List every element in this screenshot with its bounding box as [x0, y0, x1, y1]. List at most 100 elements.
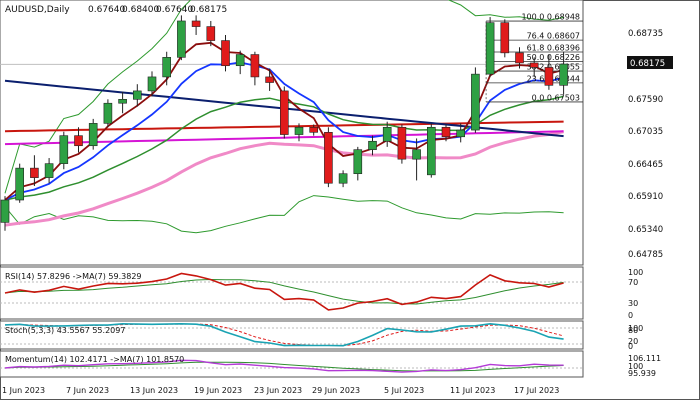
candle-body — [59, 135, 69, 164]
candle[interactable] — [559, 51, 568, 95]
fib-level-label: 50.0 0.68226 — [527, 53, 580, 62]
candle-body — [368, 140, 377, 150]
candle[interactable] — [544, 54, 554, 90]
candle[interactable] — [74, 127, 83, 153]
candle[interactable] — [471, 67, 480, 133]
rsi-tick-0: 0 — [628, 311, 633, 320]
candle-body — [382, 126, 392, 142]
candle[interactable] — [441, 124, 451, 142]
candle-body — [515, 52, 524, 64]
candle[interactable] — [30, 155, 39, 187]
candle[interactable] — [191, 15, 201, 35]
stoch-tick-0: 0 — [628, 342, 633, 351]
candle[interactable] — [88, 118, 98, 150]
candle-body — [529, 62, 539, 68]
price-tick-6: 0.65340 — [628, 225, 663, 235]
date-tick-1: 7 Jun 2023 — [66, 386, 109, 395]
candle[interactable] — [500, 19, 510, 58]
date-tick-2: 13 Jun 2023 — [130, 386, 178, 395]
ma-blue — [4, 61, 564, 201]
candle[interactable] — [235, 50, 245, 75]
candle[interactable] — [206, 20, 216, 47]
last-price-value: 0.68175 — [630, 59, 665, 69]
candle-body — [471, 73, 480, 131]
candlesticks[interactable] — [0, 15, 568, 231]
fib-level-label: 38.2 0.68055 — [527, 63, 580, 72]
candle-body — [177, 20, 186, 58]
stoch-tick-100: 100 — [628, 324, 643, 333]
candle[interactable] — [250, 51, 260, 86]
candle[interactable] — [485, 17, 495, 77]
price-tick-3: 0.67035 — [628, 127, 663, 137]
last-price-marker — [627, 56, 673, 69]
candle[interactable] — [368, 135, 377, 156]
candle-body — [279, 90, 289, 135]
date-tick-7: 11 Jul 2023 — [450, 386, 495, 395]
candle[interactable] — [133, 84, 142, 107]
price-axis[interactable]: 0.68735 0.67590 0.67035 0.66465 0.65910 … — [627, 29, 673, 260]
candle-body — [441, 126, 451, 138]
candle[interactable] — [294, 123, 304, 142]
stochastic-pane[interactable]: Stoch(5,3,3) 43.5567 55.2097 — [0, 320, 584, 350]
candle[interactable] — [162, 51, 171, 86]
ohlc-low: 0.67640 — [156, 5, 193, 15]
candle[interactable] — [221, 34, 230, 72]
stochastic-label: Stoch(5,3,3) 43.5567 55.2097 — [5, 326, 125, 335]
candle[interactable] — [103, 99, 113, 128]
candle[interactable] — [177, 15, 186, 61]
date-tick-4: 23 Jun 2023 — [254, 386, 302, 395]
price-tick-0: 0.68735 — [628, 29, 663, 39]
momentum-tick-high: 106.111 — [628, 354, 661, 363]
momentum-pane[interactable]: Momentum(14) 102.4171 ->MA(7) 101.8570 — [0, 350, 584, 378]
candle[interactable] — [147, 71, 157, 97]
candle-body — [0, 199, 10, 223]
candle-body — [559, 63, 568, 86]
candle[interactable] — [265, 68, 274, 91]
price-pane[interactable]: 100.0 0.68948 76.4 0.68607 61.8 0.6839650.… — [0, 0, 584, 266]
candle[interactable] — [426, 123, 436, 178]
candle[interactable] — [118, 92, 127, 114]
candle[interactable] — [529, 57, 539, 77]
candle[interactable] — [279, 86, 289, 139]
candle-body — [162, 57, 171, 78]
candle[interactable] — [338, 170, 348, 188]
date-axis[interactable]: 1 Jun 2023 7 Jun 2023 13 Jun 2023 19 Jun… — [2, 386, 559, 395]
candle-body — [103, 102, 113, 124]
fib-level-label: 76.4 0.68607 — [527, 32, 580, 41]
candle[interactable] — [44, 158, 54, 184]
candle-body — [456, 129, 466, 138]
momentum-label: Momentum(14) 102.4171 ->MA(7) 101.8570 — [5, 355, 184, 364]
price-tick-4: 0.66465 — [628, 160, 663, 170]
bollinger-bands — [4, 0, 564, 234]
candle[interactable] — [353, 146, 363, 181]
candle[interactable] — [397, 124, 407, 164]
candle[interactable] — [59, 131, 69, 170]
date-tick-5: 29 Jun 2023 — [312, 386, 360, 395]
candle[interactable] — [0, 196, 10, 231]
candle-body — [133, 90, 142, 100]
rsi-pane-border — [0, 266, 584, 320]
fib-level-label: 100.0 0.68948 — [521, 13, 580, 22]
candle[interactable] — [412, 138, 421, 181]
candle[interactable] — [324, 127, 333, 188]
candle-body — [30, 167, 39, 178]
candle-body — [118, 99, 127, 104]
candle[interactable] — [309, 124, 319, 136]
candle[interactable] — [15, 163, 24, 203]
candle-body — [265, 76, 274, 83]
bollinger-lower — [4, 195, 564, 234]
candle[interactable] — [382, 121, 392, 147]
candle-body — [544, 67, 554, 86]
candle-body — [206, 26, 216, 41]
stochastic-axis: 100 80 20 0 — [628, 324, 643, 351]
momentum-tick-low: 95.939 — [628, 369, 656, 378]
date-tick-8: 17 Jul 2023 — [514, 386, 559, 395]
rsi-pane[interactable]: RSI(14) 57.8296 ->MA(7) 59.3829 — [0, 266, 584, 320]
candle-body — [221, 40, 230, 67]
stoch-signal-line — [4, 323, 564, 347]
ohlc-open: 0.67640 — [88, 5, 125, 15]
candle[interactable] — [456, 123, 466, 143]
candle[interactable] — [515, 47, 524, 69]
